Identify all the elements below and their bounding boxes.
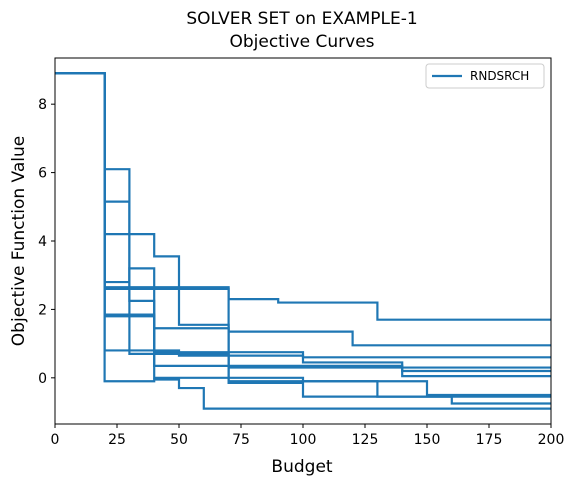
chart-title: SOLVER SET on EXAMPLE-1: [186, 9, 417, 29]
series-line-10: [55, 72, 551, 397]
y-tick-label: 0: [38, 371, 47, 387]
y-tick-label: 6: [38, 166, 47, 182]
axes-layer: 0 25 50 75 100 125 150 175 200 0 2 4 6 8: [38, 57, 565, 448]
series-layer: [55, 72, 551, 410]
x-tick-label: 200: [538, 432, 565, 448]
series-line-2: [55, 72, 551, 369]
x-axis-label: Budget: [271, 457, 332, 477]
x-tick-label: 150: [414, 432, 441, 448]
x-tick-label: 125: [352, 432, 379, 448]
y-tick-label: 8: [38, 97, 47, 113]
y-tick-label: 4: [38, 234, 47, 250]
chart-subtitle: Objective Curves: [229, 32, 374, 52]
x-tick-label: 25: [108, 432, 126, 448]
legend-box: [425, 63, 545, 89]
y-axis-label: Objective Function Value: [9, 136, 29, 346]
x-tick-label: 100: [290, 432, 317, 448]
y-tick-label: 2: [38, 302, 47, 318]
x-tick-label: 50: [170, 432, 188, 448]
legend: RNDSRCH: [425, 63, 545, 89]
x-tick-label: 75: [232, 432, 250, 448]
x-tick-label: 175: [476, 432, 503, 448]
legend-label: RNDSRCH: [470, 69, 529, 83]
x-tick-label: 0: [51, 432, 60, 448]
